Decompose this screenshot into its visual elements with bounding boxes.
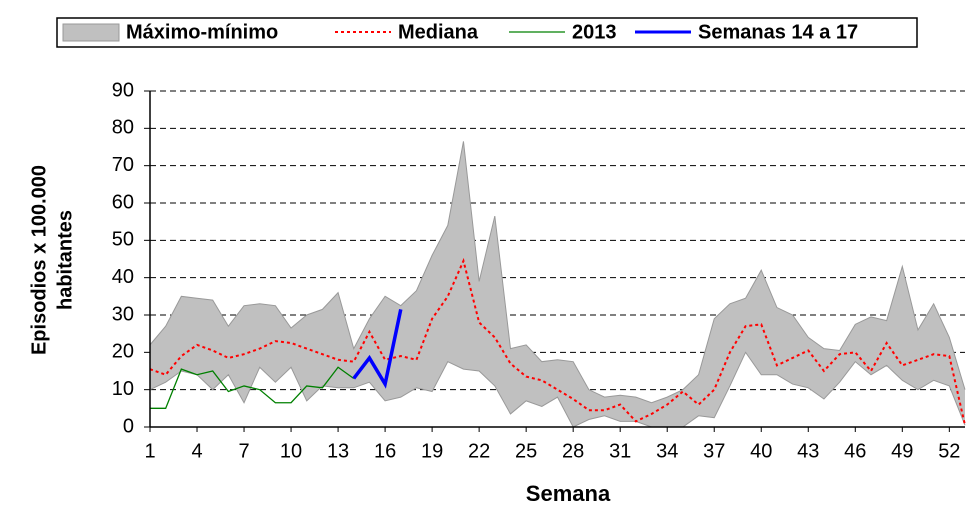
band-area <box>150 141 965 427</box>
x-tick-label: 1 <box>144 440 155 462</box>
x-tick-label: 40 <box>750 440 772 462</box>
x-tick-label: 13 <box>327 440 349 462</box>
y-axis-label: Episodios x 100.000 <box>28 165 50 355</box>
x-tick-label: 16 <box>374 440 396 462</box>
x-tick-label: 19 <box>421 440 443 462</box>
y-tick-label: 90 <box>112 79 134 101</box>
x-tick-label: 46 <box>844 440 866 462</box>
x-tick-label: 52 <box>938 440 960 462</box>
x-tick-label: 31 <box>609 440 631 462</box>
y-tick-label: 60 <box>112 191 134 213</box>
x-tick-label: 49 <box>891 440 913 462</box>
x-tick-label: 28 <box>562 440 584 462</box>
legend-box <box>56 17 918 48</box>
y-tick-label: 10 <box>112 378 134 400</box>
legend-label: Máximo-mínimo <box>126 21 278 43</box>
y-tick-label: 80 <box>112 117 134 139</box>
y-tick-label: 40 <box>112 266 134 288</box>
x-tick-label: 43 <box>797 440 819 462</box>
series-line <box>150 366 355 409</box>
y-tick-label: 50 <box>112 229 134 251</box>
band-edge <box>149 141 966 404</box>
legend-label: Mediana <box>398 21 479 43</box>
y-tick-label: 70 <box>112 154 134 176</box>
y-axis-label: habitantes <box>54 210 76 310</box>
legend-label: 2013 <box>572 21 617 43</box>
x-tick-label: 4 <box>191 440 202 462</box>
legend-label: Semanas 14 a 17 <box>698 21 858 43</box>
x-tick-label: 7 <box>238 440 249 462</box>
band-edge <box>149 351 966 428</box>
x-tick-label: 22 <box>468 440 490 462</box>
y-tick-label: 20 <box>112 341 134 363</box>
series-line <box>352 309 403 389</box>
y-tick-label: 30 <box>112 303 134 325</box>
legend-swatch <box>62 23 120 42</box>
x-tick-label: 37 <box>703 440 725 462</box>
y-tick-label: 0 <box>123 415 134 437</box>
x-tick-label: 34 <box>656 440 678 462</box>
x-axis-label: Semana <box>526 481 611 506</box>
x-tick-label: 10 <box>280 440 302 462</box>
x-tick-label: 25 <box>515 440 537 462</box>
